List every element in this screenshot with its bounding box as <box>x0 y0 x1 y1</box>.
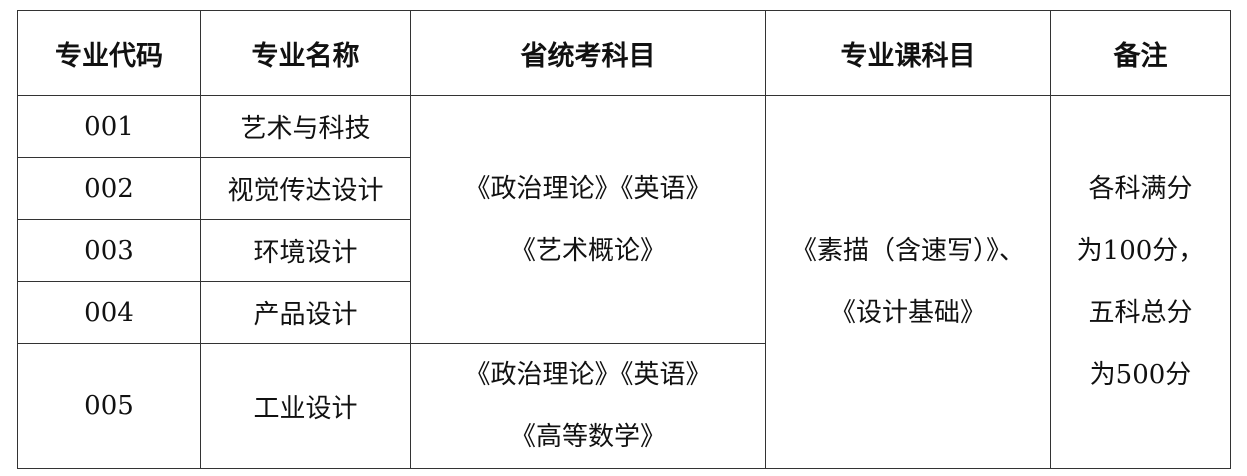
remark-line: 五科总分 <box>1088 298 1193 328</box>
code-cell: 003 <box>17 219 201 282</box>
remark-line: 各科满分 <box>1088 174 1193 204</box>
major-subjects-cell: 《素描（含速写）》、 《设计基础》 <box>765 95 1051 469</box>
subject-line: 《素描（含速写）》、 <box>790 236 1025 266</box>
code-cell: 002 <box>17 157 201 220</box>
table-row: 005 工业设计 《政治理论》《英语》 《高等数学》 <box>17 343 1231 469</box>
exam-line: 《高等数学》 <box>509 422 666 452</box>
exam-line: 《政治理论》《英语》 <box>464 360 712 390</box>
exam-line: 《艺术概论》 <box>509 235 666 266</box>
exam-cell-2: 《政治理论》《英语》 《高等数学》 <box>410 343 766 469</box>
subject-line: 《设计基础》 <box>829 298 986 328</box>
remarks-cell: 各科满分 为100分， 五科总分 为500分 <box>1050 95 1231 469</box>
header-exam: 省统考科目 <box>410 10 766 96</box>
remark-line: 为500分 <box>1089 360 1192 390</box>
header-remarks: 备注 <box>1050 10 1231 96</box>
header-major-subjects: 专业课科目 <box>765 10 1051 96</box>
name-cell: 视觉传达设计 <box>200 157 411 220</box>
code-cell: 001 <box>17 95 201 158</box>
remark-line: 为100分， <box>1076 236 1205 266</box>
name-cell: 工业设计 <box>200 343 411 469</box>
header-code: 专业代码 <box>17 10 201 96</box>
table-row: 002 视觉传达设计 <box>17 157 1231 220</box>
major-table: 专业代码 专业名称 省统考科目 专业课科目 备注 001 艺术与科技 《政治理论… <box>17 10 1231 469</box>
name-cell: 产品设计 <box>200 281 411 344</box>
name-cell: 环境设计 <box>200 219 411 282</box>
exam-cell-1: 《政治理论》《英语》 《艺术概论》 <box>410 95 766 344</box>
exam-line: 《政治理论》《英语》 <box>464 173 712 204</box>
code-cell: 005 <box>17 343 201 469</box>
name-cell: 艺术与科技 <box>200 95 411 158</box>
table-row: 004 产品设计 <box>17 281 1231 344</box>
header-name: 专业名称 <box>200 10 411 96</box>
header-row: 专业代码 专业名称 省统考科目 专业课科目 备注 <box>17 10 1231 96</box>
code-cell: 004 <box>17 281 201 344</box>
table-row: 001 艺术与科技 《政治理论》《英语》 《艺术概论》 《素描（含速写）》、 《… <box>17 95 1231 469</box>
